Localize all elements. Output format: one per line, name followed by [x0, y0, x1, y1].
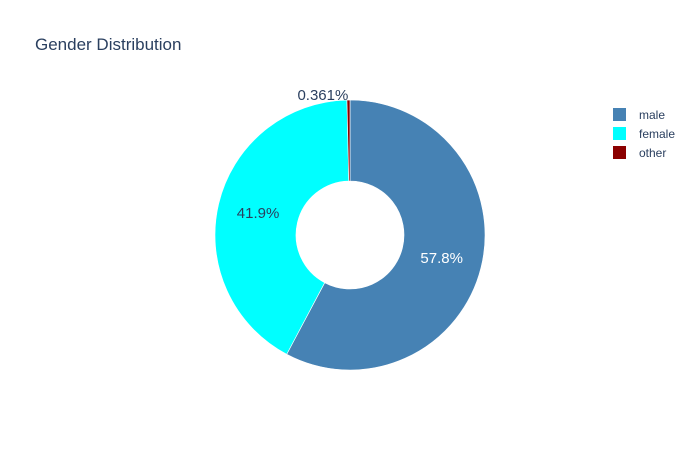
legend-swatch-other — [613, 146, 626, 159]
pie-slice-other[interactable] — [346, 99, 351, 182]
legend-item-other[interactable]: other — [613, 146, 666, 160]
pie-slice-female[interactable] — [214, 99, 350, 355]
pie-slice-male[interactable] — [286, 99, 486, 371]
legend-item-female[interactable]: female — [613, 127, 675, 141]
legend-swatch-female — [613, 127, 626, 140]
legend: male female other — [613, 108, 675, 160]
chart-title: Gender Distribution — [35, 35, 181, 54]
legend-label-female: female — [639, 127, 675, 141]
legend-label-other: other — [639, 146, 666, 160]
pie-labels: 57.8% 41.9% 0.361% — [237, 87, 463, 267]
legend-item-male[interactable]: male — [613, 108, 665, 122]
legend-label-male: male — [639, 108, 665, 122]
legend-swatch-male — [613, 108, 626, 121]
data-label-male: 57.8% — [420, 250, 463, 267]
data-label-other: 0.361% — [297, 87, 348, 104]
pie-slices — [214, 99, 486, 371]
data-label-female: 41.9% — [237, 205, 280, 222]
